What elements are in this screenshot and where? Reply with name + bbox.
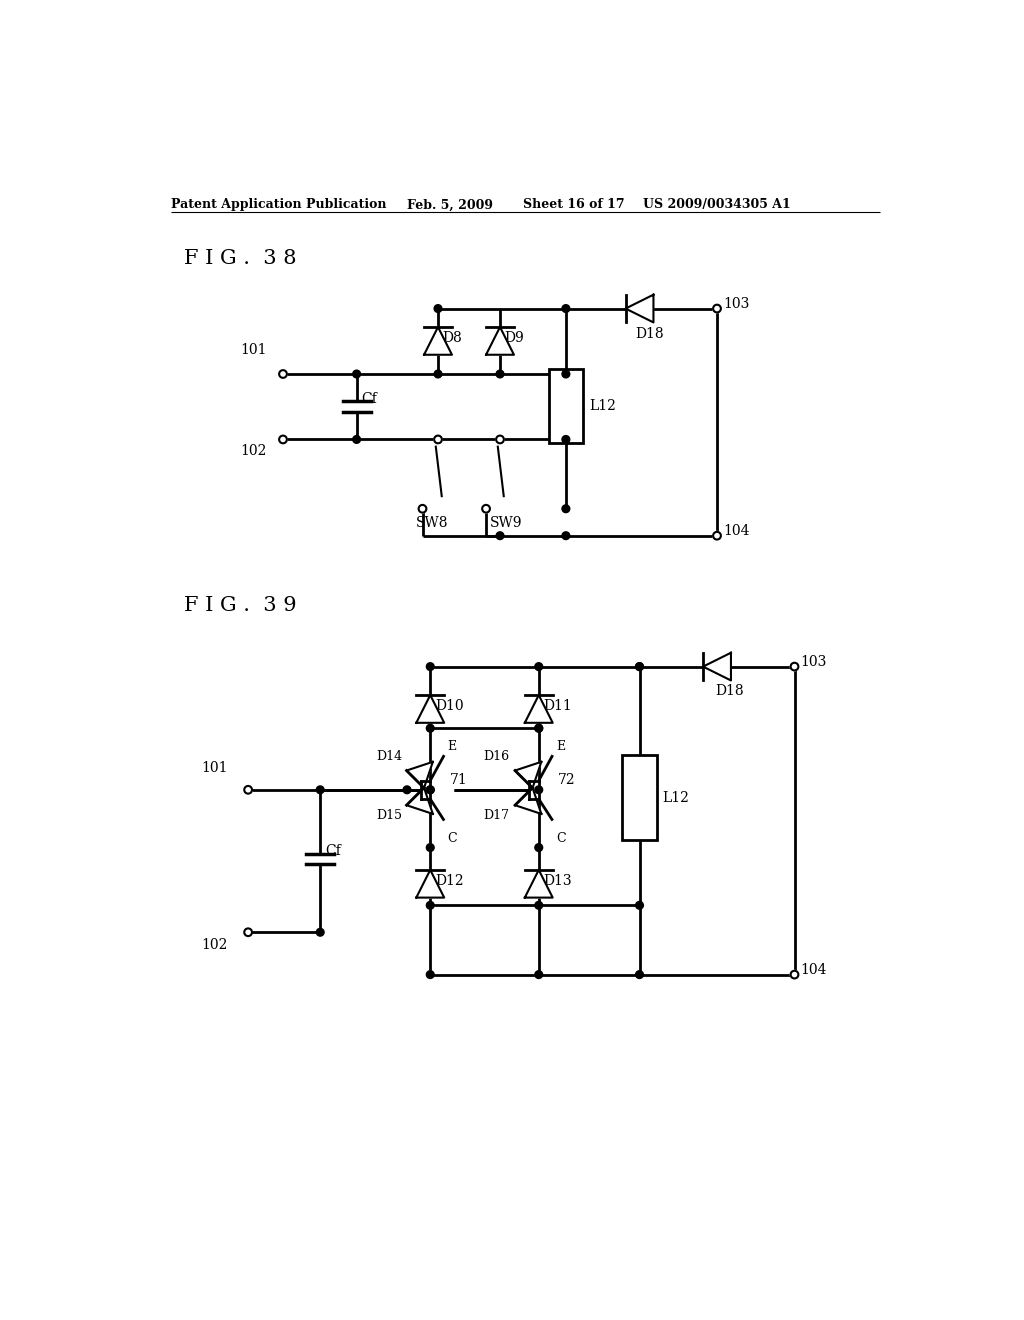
Circle shape bbox=[713, 305, 721, 313]
Circle shape bbox=[562, 504, 569, 512]
Text: F I G .  3 9: F I G . 3 9 bbox=[183, 595, 296, 615]
Circle shape bbox=[482, 504, 489, 512]
Text: D18: D18 bbox=[636, 327, 665, 341]
Circle shape bbox=[535, 663, 543, 671]
Polygon shape bbox=[515, 762, 542, 788]
Text: C: C bbox=[556, 832, 565, 845]
Text: 104: 104 bbox=[723, 524, 750, 539]
Circle shape bbox=[245, 928, 252, 936]
Circle shape bbox=[403, 785, 411, 793]
Text: US 2009/0034305 A1: US 2009/0034305 A1 bbox=[643, 198, 792, 211]
Text: D9: D9 bbox=[505, 331, 524, 345]
Text: D10: D10 bbox=[435, 698, 464, 713]
Circle shape bbox=[562, 370, 569, 378]
Text: SW8: SW8 bbox=[417, 516, 449, 531]
Circle shape bbox=[636, 902, 643, 909]
Text: D15: D15 bbox=[376, 809, 402, 822]
Text: 101: 101 bbox=[241, 343, 267, 358]
Polygon shape bbox=[417, 870, 444, 898]
Polygon shape bbox=[486, 327, 514, 355]
Text: Sheet 16 of 17: Sheet 16 of 17 bbox=[523, 198, 625, 211]
Circle shape bbox=[426, 902, 434, 909]
Circle shape bbox=[245, 785, 252, 793]
Circle shape bbox=[434, 436, 442, 444]
Circle shape bbox=[419, 504, 426, 512]
Circle shape bbox=[352, 436, 360, 444]
Bar bbox=[549, 370, 583, 444]
Circle shape bbox=[496, 436, 504, 444]
Text: 101: 101 bbox=[202, 760, 228, 775]
Text: D14: D14 bbox=[376, 750, 402, 763]
Circle shape bbox=[316, 928, 324, 936]
Circle shape bbox=[535, 843, 543, 851]
Polygon shape bbox=[703, 653, 731, 681]
Text: C: C bbox=[447, 832, 457, 845]
Bar bbox=[623, 755, 656, 840]
Circle shape bbox=[791, 970, 799, 978]
Circle shape bbox=[713, 532, 721, 540]
Circle shape bbox=[496, 436, 504, 444]
Circle shape bbox=[791, 663, 799, 671]
Circle shape bbox=[496, 370, 504, 378]
Circle shape bbox=[636, 970, 643, 978]
Text: 72: 72 bbox=[558, 772, 575, 787]
Text: 102: 102 bbox=[202, 937, 228, 952]
Text: D13: D13 bbox=[544, 874, 572, 887]
Polygon shape bbox=[407, 762, 433, 788]
Text: 71: 71 bbox=[450, 772, 467, 787]
Circle shape bbox=[426, 785, 434, 793]
Circle shape bbox=[636, 663, 643, 671]
Text: D12: D12 bbox=[435, 874, 464, 887]
Polygon shape bbox=[417, 696, 444, 723]
Circle shape bbox=[562, 305, 569, 313]
Polygon shape bbox=[515, 788, 542, 814]
Text: L12: L12 bbox=[589, 400, 616, 413]
Polygon shape bbox=[524, 696, 553, 723]
Circle shape bbox=[535, 725, 543, 733]
Text: 104: 104 bbox=[801, 964, 827, 977]
Circle shape bbox=[535, 785, 543, 793]
Text: D18: D18 bbox=[716, 684, 744, 697]
Text: 103: 103 bbox=[723, 297, 750, 312]
Text: Patent Application Publication: Patent Application Publication bbox=[171, 198, 386, 211]
Circle shape bbox=[426, 843, 434, 851]
Text: Cf: Cf bbox=[325, 845, 341, 858]
Circle shape bbox=[562, 532, 569, 540]
Text: SW9: SW9 bbox=[489, 516, 522, 531]
Circle shape bbox=[352, 370, 360, 378]
Circle shape bbox=[426, 970, 434, 978]
Circle shape bbox=[434, 370, 442, 378]
Circle shape bbox=[535, 902, 543, 909]
Circle shape bbox=[280, 370, 287, 378]
Text: L12: L12 bbox=[663, 791, 689, 804]
Text: E: E bbox=[447, 739, 457, 752]
Polygon shape bbox=[424, 327, 452, 355]
Circle shape bbox=[434, 436, 442, 444]
Circle shape bbox=[636, 663, 643, 671]
Text: 103: 103 bbox=[801, 655, 827, 669]
Text: D17: D17 bbox=[483, 809, 509, 822]
Polygon shape bbox=[626, 294, 653, 322]
Text: E: E bbox=[556, 739, 565, 752]
Circle shape bbox=[434, 305, 442, 313]
Text: D11: D11 bbox=[544, 698, 572, 713]
Circle shape bbox=[562, 436, 569, 444]
Circle shape bbox=[426, 663, 434, 671]
Text: F I G .  3 8: F I G . 3 8 bbox=[183, 249, 296, 268]
Circle shape bbox=[535, 970, 543, 978]
Circle shape bbox=[280, 436, 287, 444]
Circle shape bbox=[316, 785, 324, 793]
Polygon shape bbox=[524, 870, 553, 898]
Polygon shape bbox=[407, 788, 433, 814]
Circle shape bbox=[426, 785, 434, 793]
Circle shape bbox=[496, 532, 504, 540]
Circle shape bbox=[426, 725, 434, 733]
Text: 102: 102 bbox=[241, 444, 266, 458]
Text: D16: D16 bbox=[483, 750, 509, 763]
Text: Cf: Cf bbox=[361, 392, 377, 405]
Circle shape bbox=[535, 725, 543, 733]
Text: Feb. 5, 2009: Feb. 5, 2009 bbox=[407, 198, 493, 211]
Text: D8: D8 bbox=[442, 331, 463, 345]
